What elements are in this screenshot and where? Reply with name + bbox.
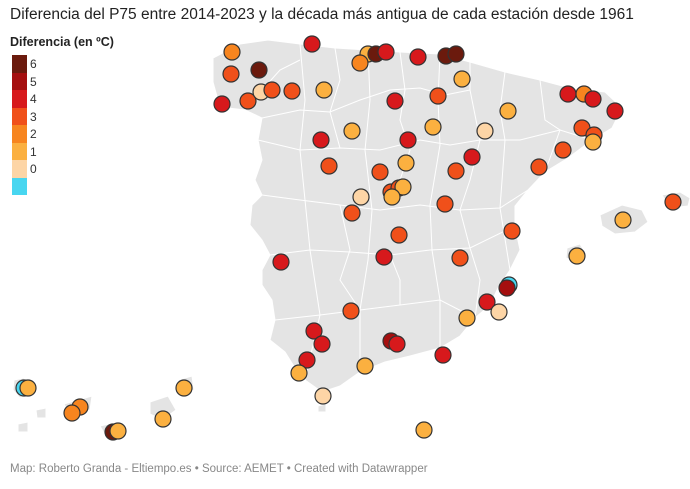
- legend-label: 0: [30, 162, 37, 176]
- station-marker[interactable]: [223, 43, 241, 61]
- station-marker[interactable]: [239, 92, 257, 110]
- station-marker[interactable]: [584, 133, 602, 151]
- station-marker[interactable]: [415, 421, 433, 439]
- legend-swatch: [12, 125, 27, 143]
- station-marker[interactable]: [399, 131, 417, 149]
- legend-item: [10, 177, 114, 195]
- station-marker[interactable]: [290, 364, 308, 382]
- station-marker[interactable]: [213, 95, 231, 113]
- station-marker[interactable]: [490, 303, 508, 321]
- station-marker[interactable]: [499, 102, 517, 120]
- station-marker[interactable]: [272, 253, 290, 271]
- station-marker[interactable]: [458, 309, 476, 327]
- legend-title: Diferencia (en ºC): [10, 35, 114, 49]
- station-marker[interactable]: [451, 249, 469, 267]
- station-marker[interactable]: [397, 154, 415, 172]
- station-marker[interactable]: [559, 85, 577, 103]
- station-marker[interactable]: [371, 163, 389, 181]
- station-marker[interactable]: [409, 48, 427, 66]
- legend-label: 2: [30, 127, 37, 141]
- station-marker[interactable]: [342, 302, 360, 320]
- legend-swatch: [12, 107, 27, 125]
- station-marker[interactable]: [606, 102, 624, 120]
- station-marker[interactable]: [351, 54, 369, 72]
- legend-item: 5: [10, 72, 114, 90]
- station-marker[interactable]: [312, 131, 330, 149]
- station-marker[interactable]: [375, 248, 393, 266]
- station-marker[interactable]: [476, 122, 494, 140]
- station-markers: [15, 35, 682, 441]
- legend-swatch: [12, 142, 27, 160]
- legend-swatch: [12, 177, 27, 195]
- station-marker[interactable]: [424, 118, 442, 136]
- station-marker[interactable]: [343, 204, 361, 222]
- station-marker[interactable]: [356, 357, 374, 375]
- footer-credits: Map: Roberto Granda - Eltiempo.es • Sour…: [10, 463, 428, 475]
- legend-item: 2: [10, 125, 114, 143]
- station-marker[interactable]: [447, 162, 465, 180]
- legend-label: 4: [30, 92, 37, 106]
- station-marker[interactable]: [320, 157, 338, 175]
- legend-swatch: [12, 90, 27, 108]
- legend-item: 1: [10, 142, 114, 160]
- station-marker[interactable]: [568, 247, 586, 265]
- la-gomera: [35, 407, 47, 419]
- legend-item: 4: [10, 90, 114, 108]
- station-marker[interactable]: [584, 90, 602, 108]
- station-marker[interactable]: [503, 222, 521, 240]
- map-title: Diferencia del P75 entre 2014-2023 y la …: [10, 6, 634, 23]
- station-marker[interactable]: [664, 193, 682, 211]
- legend-label: 6: [30, 57, 37, 71]
- station-marker[interactable]: [109, 422, 127, 440]
- station-marker[interactable]: [19, 379, 37, 397]
- station-marker[interactable]: [388, 335, 406, 353]
- legend-item: 0: [10, 160, 114, 178]
- station-marker[interactable]: [298, 351, 316, 369]
- legend-label: 5: [30, 74, 37, 89]
- station-marker[interactable]: [429, 87, 447, 105]
- station-marker[interactable]: [453, 70, 471, 88]
- station-marker[interactable]: [554, 141, 572, 159]
- station-marker[interactable]: [463, 148, 481, 166]
- station-marker[interactable]: [377, 43, 395, 61]
- legend-item: 6: [10, 55, 114, 73]
- legend-swatch: [12, 160, 27, 178]
- station-marker[interactable]: [283, 82, 301, 100]
- station-marker[interactable]: [263, 81, 281, 99]
- legend-label: 3: [30, 109, 37, 124]
- station-marker[interactable]: [386, 92, 404, 110]
- station-marker[interactable]: [222, 65, 240, 83]
- station-marker[interactable]: [394, 178, 412, 196]
- station-marker[interactable]: [614, 211, 632, 229]
- station-marker[interactable]: [383, 188, 401, 206]
- station-marker[interactable]: [175, 379, 193, 397]
- station-marker[interactable]: [154, 410, 172, 428]
- ceuta: [317, 403, 327, 413]
- station-marker[interactable]: [434, 346, 452, 364]
- station-marker[interactable]: [498, 279, 516, 297]
- station-marker[interactable]: [315, 81, 333, 99]
- legend-swatch: [12, 72, 27, 90]
- station-marker[interactable]: [305, 322, 323, 340]
- station-marker[interactable]: [447, 45, 465, 63]
- legend-swatch: [12, 55, 27, 73]
- station-marker[interactable]: [343, 122, 361, 140]
- station-marker[interactable]: [314, 387, 332, 405]
- legend-label: 1: [30, 144, 37, 159]
- station-marker[interactable]: [530, 158, 548, 176]
- el-hierro: [17, 421, 29, 433]
- station-marker[interactable]: [303, 35, 321, 53]
- station-marker[interactable]: [352, 188, 370, 206]
- station-marker[interactable]: [436, 195, 454, 213]
- station-marker[interactable]: [63, 404, 81, 422]
- legend-item: 3: [10, 107, 114, 125]
- station-marker[interactable]: [478, 293, 496, 311]
- station-marker[interactable]: [313, 335, 331, 353]
- station-marker[interactable]: [390, 226, 408, 244]
- station-marker[interactable]: [250, 61, 268, 79]
- legend: Diferencia (en ºC) 6 5 4 3 2 1 0: [10, 35, 114, 195]
